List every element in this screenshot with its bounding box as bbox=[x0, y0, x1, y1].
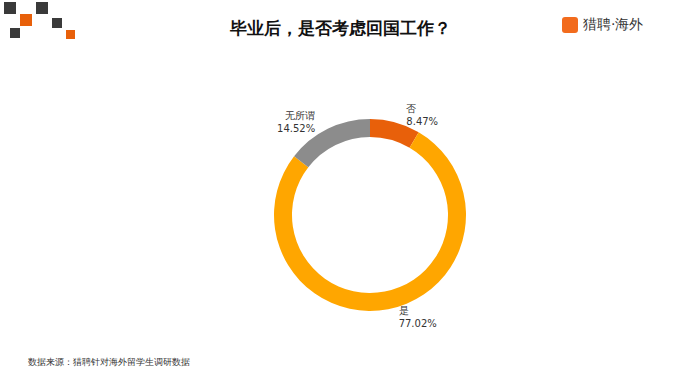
svg-text:否: 否 bbox=[406, 103, 416, 114]
svg-text:无所谓: 无所谓 bbox=[285, 110, 315, 121]
svg-text:8.47%: 8.47% bbox=[406, 116, 438, 127]
svg-text:毕业后，是否考虑回国工作？: 毕业后，是否考虑回国工作？ bbox=[229, 18, 451, 38]
svg-text:14.52%: 14.52% bbox=[277, 123, 315, 134]
svg-text:数据来源：猎聘针对海外留学生调研数据: 数据来源：猎聘针对海外留学生调研数据 bbox=[28, 357, 190, 367]
svg-text:猎聘·海外: 猎聘·海外 bbox=[583, 16, 643, 32]
svg-text:是: 是 bbox=[399, 305, 409, 316]
svg-text:77.02%: 77.02% bbox=[399, 318, 437, 329]
